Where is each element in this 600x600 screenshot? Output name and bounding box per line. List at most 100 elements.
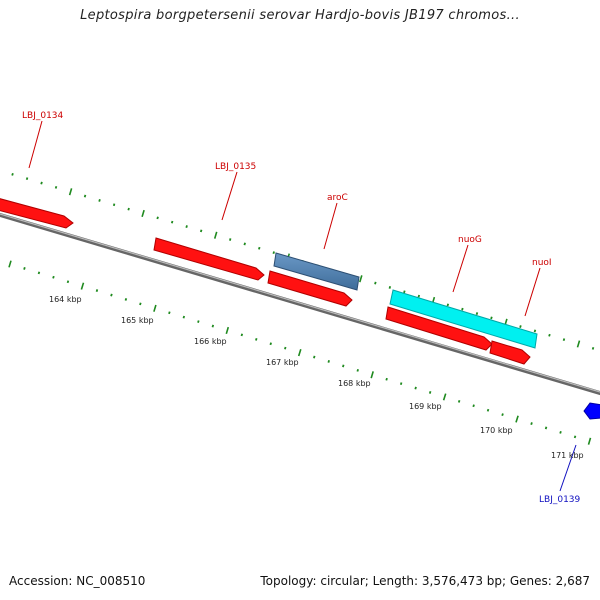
inner-minor-tick [52, 275, 55, 279]
inner-minor-tick [139, 302, 142, 306]
inner-minor-tick [182, 315, 186, 319]
gene-label-aroC[interactable]: aroC [327, 193, 348, 203]
gene-label-nuoI[interactable]: nuoI [532, 258, 552, 268]
inner-minor-tick [501, 413, 504, 417]
outer-major-tick [213, 231, 218, 239]
tick-label-168: 168 kbp [338, 379, 371, 388]
tick-label-170: 170 kbp [480, 426, 513, 435]
inner-minor-tick [197, 320, 200, 323]
accession-text: Accession: NC_008510 [9, 574, 146, 588]
inner-major-tick [8, 260, 12, 268]
outer-tick-row [11, 172, 595, 350]
inner-minor-tick [211, 324, 215, 328]
gene-label-LBJ_0135[interactable]: LBJ_0135 [215, 162, 256, 172]
outer-minor-tick [98, 199, 101, 202]
outer-minor-tick [272, 251, 275, 255]
inner-major-tick [515, 415, 519, 423]
inner-minor-tick [530, 422, 533, 425]
outer-minor-tick [11, 172, 14, 176]
outer-minor-tick [170, 220, 174, 224]
inner-minor-tick [486, 408, 490, 412]
gene-LBJ_0139[interactable] [583, 402, 600, 420]
inner-minor-tick [23, 267, 26, 270]
inner-minor-tick [37, 271, 41, 275]
tick-label-165: 165 kbp [121, 316, 154, 325]
outer-minor-tick [403, 290, 406, 294]
inner-minor-tick [559, 430, 562, 434]
inner-tick-row [8, 260, 592, 445]
inner-minor-tick [472, 404, 475, 408]
map-title: Leptospira borgpetersenii serovar Hardjo… [80, 8, 520, 23]
outer-minor-tick [229, 238, 232, 241]
inner-major-tick [225, 326, 230, 335]
outer-minor-tick [25, 177, 29, 181]
inner-minor-tick [313, 355, 316, 359]
inner-minor-tick [255, 337, 258, 341]
outer-minor-tick [185, 225, 188, 228]
inner-major-tick [153, 304, 157, 312]
outer-minor-tick [548, 333, 551, 337]
inner-minor-tick [124, 298, 128, 301]
callout-line-LBJ_0135 [221, 171, 238, 221]
outer-minor-tick [243, 242, 246, 246]
outer-minor-tick [519, 325, 522, 328]
inner-minor-tick [327, 360, 330, 363]
outer-minor-tick [417, 294, 421, 298]
tick-label-167: 167 kbp [266, 358, 299, 367]
inner-minor-tick [284, 346, 287, 350]
outer-minor-tick [258, 246, 261, 250]
outer-minor-tick [388, 286, 392, 289]
outer-minor-tick [127, 207, 130, 211]
tick-label-171: 171 kbp [551, 451, 584, 460]
outer-minor-tick [533, 329, 537, 333]
inner-minor-tick [385, 377, 388, 381]
inner-minor-tick [66, 280, 70, 284]
gene-LBJ_0135[interactable] [153, 237, 265, 281]
outer-minor-tick [490, 316, 493, 320]
inner-minor-tick [544, 426, 548, 430]
chromosome-backbone [0, 212, 600, 396]
gene-aroC[interactable] [273, 252, 360, 291]
outer-minor-tick [475, 312, 479, 315]
tick-label-164: 164 kbp [49, 295, 82, 304]
outer-major-tick [68, 188, 73, 196]
inner-minor-tick [414, 386, 417, 390]
chromosome-backbone-highlight [0, 213, 600, 393]
outer-major-tick [359, 275, 363, 283]
outer-minor-tick [156, 216, 159, 220]
callout-line-LBJ_0134 [28, 120, 43, 169]
callout-line-aroC [323, 202, 338, 250]
inner-minor-tick [342, 364, 345, 368]
outer-minor-tick [83, 194, 87, 198]
inner-minor-tick [110, 293, 113, 297]
inner-minor-tick [240, 333, 244, 337]
outer-major-tick [141, 209, 145, 218]
gene-label-LBJ_0139[interactable]: LBJ_0139 [539, 495, 581, 505]
inner-major-tick [370, 371, 374, 379]
inner-minor-tick [269, 342, 272, 346]
gene-label-nuoG[interactable]: nuoG [458, 235, 482, 245]
outer-minor-tick [591, 346, 595, 350]
callout-line-nuoI [524, 267, 541, 317]
outer-major-tick [576, 340, 581, 348]
gene-nuoG-cds[interactable] [385, 306, 493, 351]
inner-minor-tick [95, 289, 99, 292]
inner-major-tick [442, 393, 447, 401]
inner-minor-tick [399, 382, 403, 386]
outer-minor-tick [562, 338, 566, 342]
tick-label-166: 166 kbp [194, 337, 227, 346]
gene-LBJ_0134[interactable] [0, 196, 74, 229]
outer-minor-tick [54, 185, 58, 189]
inner-minor-tick [356, 368, 359, 372]
inner-minor-tick [168, 311, 171, 315]
inner-major-tick [587, 437, 592, 445]
callout-line-nuoG [452, 244, 469, 293]
inner-minor-tick [428, 391, 432, 394]
gene-nuoG[interactable] [389, 289, 538, 349]
outer-minor-tick [446, 303, 450, 307]
gene-nuoI[interactable] [489, 340, 531, 365]
gene-label-LBJ_0134[interactable]: LBJ_0134 [22, 111, 64, 121]
gene-aroC-cds[interactable] [267, 270, 353, 307]
outer-minor-tick [112, 203, 116, 207]
